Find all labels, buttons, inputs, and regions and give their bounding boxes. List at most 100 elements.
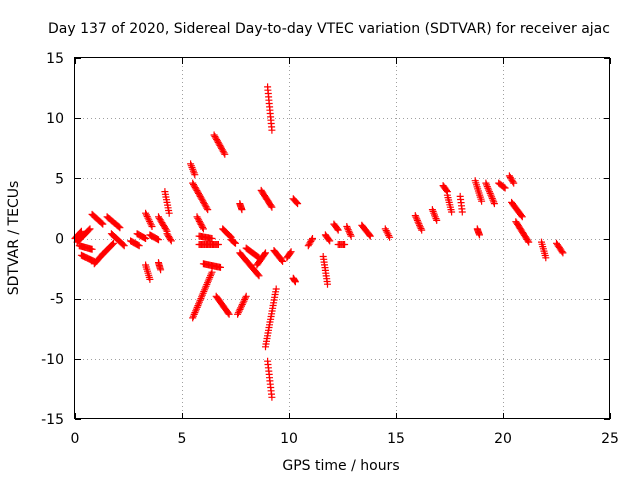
data-point <box>324 280 331 288</box>
data-point <box>207 272 214 280</box>
x-tick-label: 10 <box>280 431 298 447</box>
data-point <box>86 225 94 233</box>
data-point <box>236 305 244 313</box>
data-point <box>385 232 393 240</box>
data-point <box>486 188 493 196</box>
data-point <box>415 220 423 228</box>
data-point <box>146 275 154 283</box>
data-point <box>135 242 143 250</box>
data-point <box>195 216 203 224</box>
axis-ticks: 0 5 10 15 20 25 15 10 5 0 -5 -10 -15 <box>41 51 619 447</box>
data-point <box>500 183 508 191</box>
data-point <box>195 189 202 197</box>
data-point <box>416 221 423 229</box>
data-point <box>255 272 263 280</box>
data-point <box>238 302 245 310</box>
y-axis-label: SDTVAR / TECUs <box>6 181 22 296</box>
data-point <box>411 212 419 220</box>
data-point <box>448 208 456 216</box>
data-point <box>483 181 491 189</box>
data-point <box>278 256 286 264</box>
data-point <box>308 236 316 244</box>
data-point <box>239 299 247 307</box>
data-point <box>509 178 517 186</box>
data-point <box>196 296 204 304</box>
data-point <box>88 245 96 253</box>
data-point <box>413 216 421 224</box>
x-axis-label: GPS time / hours <box>282 458 399 474</box>
data-point <box>366 232 374 240</box>
data-point <box>382 227 390 235</box>
data-point <box>262 249 269 257</box>
data-point <box>198 195 206 203</box>
data-point <box>261 250 269 258</box>
data-point <box>198 222 206 230</box>
data-point <box>199 223 207 231</box>
data-point <box>143 213 151 220</box>
data-point <box>346 231 354 238</box>
data-point <box>268 393 276 401</box>
data-point <box>191 309 199 317</box>
data-point <box>417 225 425 232</box>
data-point <box>203 204 211 212</box>
x-tick-label: 0 <box>71 431 80 447</box>
data-point <box>232 239 239 247</box>
data-point <box>230 238 238 246</box>
y-tick-label: -10 <box>41 352 64 368</box>
data-point <box>238 206 246 214</box>
data-point <box>165 209 173 217</box>
data-point <box>291 278 299 286</box>
data-point <box>120 242 128 250</box>
data-point <box>200 200 208 208</box>
data-point <box>204 206 212 214</box>
data-point <box>217 263 224 271</box>
y-tick-label: -15 <box>41 412 64 428</box>
y-tick-label: 0 <box>55 232 64 248</box>
x-tick-label: 20 <box>494 431 512 447</box>
data-point <box>344 226 352 234</box>
data-point <box>268 203 276 211</box>
data-point <box>483 183 491 191</box>
data-point <box>213 137 221 145</box>
data-point <box>208 235 216 242</box>
data-point <box>279 257 287 265</box>
data-point <box>219 147 227 155</box>
data-points <box>71 83 567 401</box>
x-tick-label: 15 <box>387 431 405 447</box>
data-point <box>142 209 150 217</box>
data-point <box>478 197 486 205</box>
data-point <box>144 214 152 222</box>
data-point <box>189 179 197 187</box>
data-point <box>386 233 394 241</box>
y-tick-label: 10 <box>46 111 64 127</box>
data-point <box>558 248 566 256</box>
data-point <box>109 240 117 248</box>
data-point <box>416 223 424 231</box>
data-point <box>490 200 498 208</box>
data-point <box>218 146 226 154</box>
x-tick-label: 25 <box>601 431 619 447</box>
data-point <box>347 232 355 240</box>
data-point <box>341 241 349 248</box>
data-point <box>267 202 275 210</box>
data-point <box>293 199 301 207</box>
data-point <box>381 225 389 233</box>
data-point <box>162 226 170 234</box>
data-point <box>501 184 509 192</box>
data-point <box>146 219 154 227</box>
data-point <box>85 226 93 234</box>
data-point <box>221 150 229 158</box>
data-point <box>334 226 342 234</box>
data-point <box>142 211 150 219</box>
data-point <box>208 268 216 276</box>
data-point <box>326 237 334 245</box>
data-point <box>166 236 174 243</box>
data-point <box>238 301 246 308</box>
data-point <box>226 232 234 240</box>
data-point <box>146 218 154 225</box>
data-point <box>240 297 248 305</box>
data-point <box>99 220 107 228</box>
data-point <box>443 186 450 194</box>
data-point <box>485 186 493 194</box>
